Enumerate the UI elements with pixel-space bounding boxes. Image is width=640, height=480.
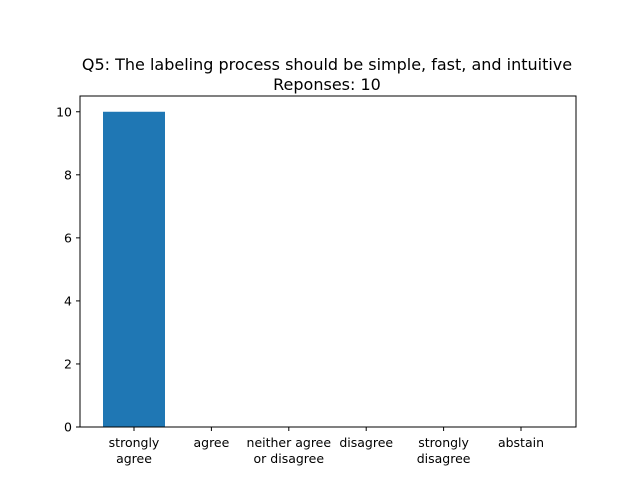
y-tick-label: 10 xyxy=(56,104,72,119)
chart-title: Q5: The labeling process should be simpl… xyxy=(82,55,572,74)
bars-group xyxy=(103,111,165,427)
y-tick-label: 2 xyxy=(64,356,72,371)
x-tick-label: strongly disagree xyxy=(417,435,471,466)
y-tick-label: 0 xyxy=(64,420,72,435)
x-tick-label: strongly agree xyxy=(109,435,160,466)
x-tick-label: disagree xyxy=(339,435,393,450)
x-tick-label: agree xyxy=(193,435,229,450)
chart-subtitle: Reponses: 10 xyxy=(273,75,381,94)
x-axis: strongly agree agree neither agree or disagr… xyxy=(109,427,544,466)
y-tick-label: 4 xyxy=(64,293,72,308)
plot-frame xyxy=(79,95,577,428)
y-axis: 0 2 4 6 8 10 xyxy=(56,104,80,435)
x-tick-label: neither agree or disagree xyxy=(247,435,332,466)
x-tick-label: abstain xyxy=(498,435,544,450)
y-tick-label: 6 xyxy=(64,230,72,245)
bar-0 xyxy=(103,111,165,427)
y-tick-label: 8 xyxy=(64,167,72,182)
